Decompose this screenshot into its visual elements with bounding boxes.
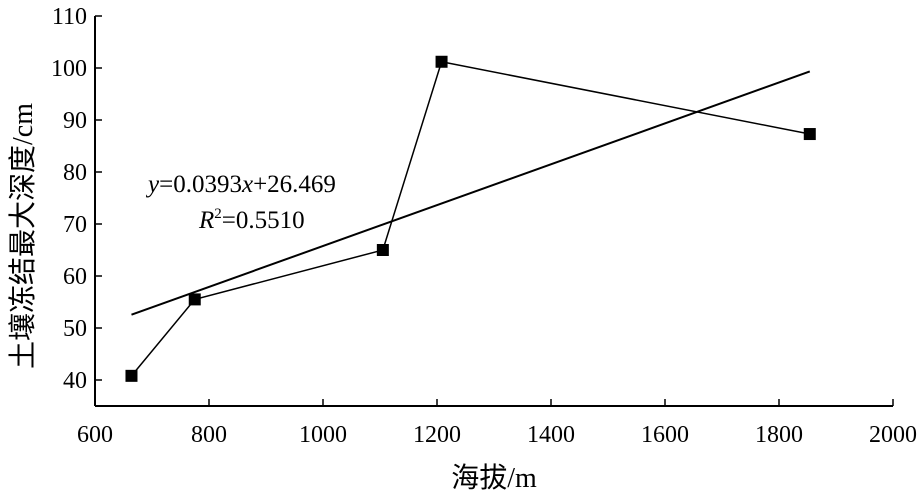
x-tick-label: 600 [77, 422, 113, 448]
data-point-marker [125, 369, 138, 382]
y-tick-label: 80 [63, 160, 87, 186]
r-squared-value: =0.5510 [222, 207, 305, 234]
x-tick-label: 800 [191, 422, 227, 448]
equation-x: x [241, 171, 253, 198]
x-tick-label: 1000 [299, 422, 347, 448]
y-tick-label: 100 [51, 56, 87, 82]
y-axis-title: 土壤冻结最大深度/cm [7, 103, 39, 369]
data-point-marker [435, 55, 448, 68]
y-tick-label: 90 [63, 108, 87, 134]
data-point-marker [803, 128, 816, 141]
x-tick-label: 1200 [413, 422, 461, 448]
trendline [131, 70, 811, 316]
regression-equation: y=0.0393x+26.469 [145, 171, 336, 198]
y-tick-label: 110 [52, 4, 87, 30]
x-tick-label: 1800 [755, 422, 803, 448]
x-tick-label: 1400 [527, 422, 575, 448]
y-tick-label: 70 [63, 212, 87, 238]
equation-intercept: +26.469 [253, 171, 336, 198]
axes [94, 16, 893, 407]
y-tick-label: 40 [63, 368, 87, 394]
x-tick-label: 2000 [869, 422, 917, 448]
equation-coef: =0.0393 [159, 171, 242, 198]
r-squared-r: R [198, 207, 214, 234]
ticks: 600 800 1000 1200 1400 1600 1800 2000 40 50 60 70 80… [51, 4, 917, 448]
trend [131, 70, 811, 316]
data-point-marker [376, 244, 389, 256]
markers [125, 55, 816, 382]
y-tick-label: 60 [63, 264, 87, 290]
y-tick-label: 50 [63, 316, 87, 342]
x-tick-label: 1600 [641, 422, 689, 448]
data-point-marker [188, 293, 201, 306]
equation-y: y [145, 171, 160, 198]
x-axis-title: 海拔/m [451, 462, 537, 494]
r-squared-exp: 2 [214, 206, 222, 222]
r-squared: R2=0.5510 [198, 206, 305, 234]
